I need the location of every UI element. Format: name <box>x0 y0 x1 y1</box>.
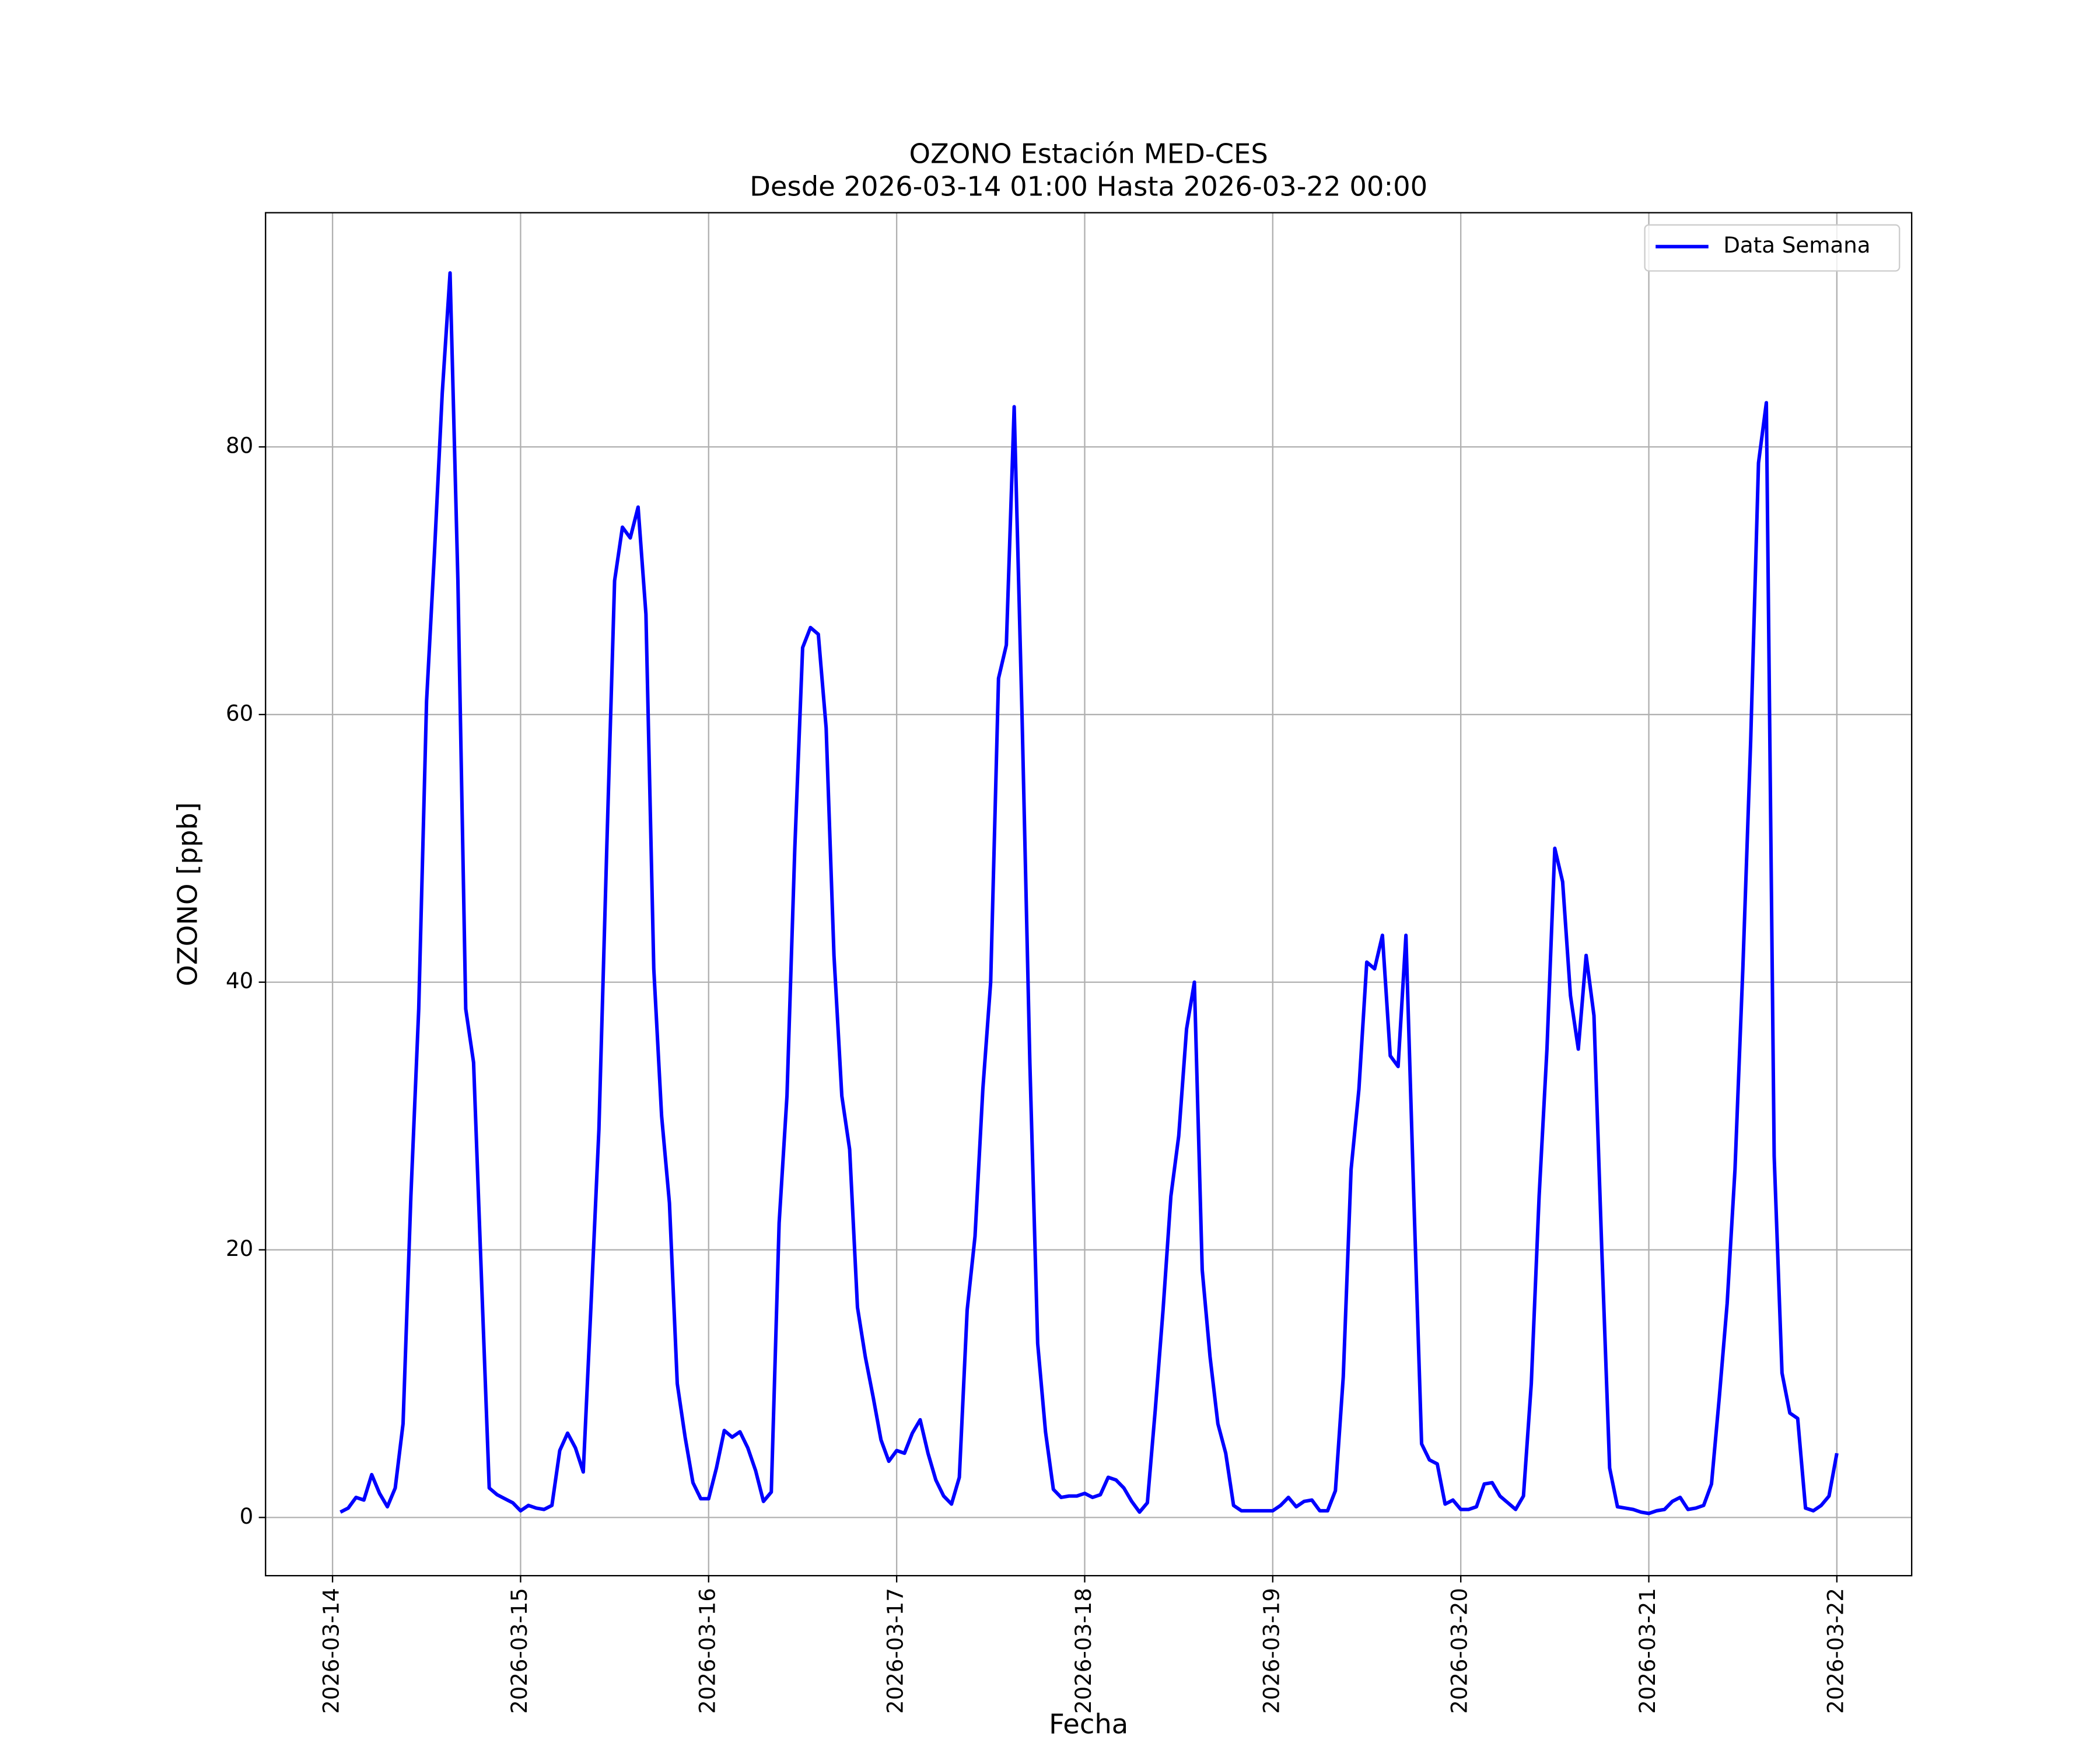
data-line <box>340 271 1839 1516</box>
chart-subtitle: Desde 2026-03-14 01:00 Hasta 2026-03-22 … <box>750 170 1427 202</box>
x-tick-label: 2026-03-20 <box>1447 1588 1472 1714</box>
legend-box <box>1644 224 1901 272</box>
y-tick-label: 60 <box>226 701 253 726</box>
x-tick-label: 2026-03-21 <box>1635 1588 1660 1714</box>
y-tick-label: 20 <box>226 1236 253 1261</box>
x-axis-label: Fecha <box>1049 1708 1128 1740</box>
x-tick-label: 2026-03-17 <box>883 1588 908 1714</box>
y-tick-label: 40 <box>226 968 253 993</box>
x-tick-label: 2026-03-16 <box>695 1588 720 1714</box>
x-tick-label: 2026-03-18 <box>1071 1588 1096 1714</box>
y-tick-label: 0 <box>240 1504 254 1529</box>
y-tick-label: 80 <box>226 433 253 459</box>
legend: Data Semana <box>1644 224 1901 272</box>
x-tick-label: 2026-03-15 <box>507 1588 532 1714</box>
x-tick-label: 2026-03-19 <box>1259 1588 1284 1714</box>
legend-label: Data Semana <box>1723 233 1870 258</box>
y-axis-label: OZONO [ppb] <box>172 802 204 986</box>
x-tick-label: 2026-03-14 <box>319 1588 344 1714</box>
x-tick-label: 2026-03-22 <box>1823 1588 1848 1714</box>
chart-title: OZONO Estación MED-CES <box>909 138 1268 170</box>
plot-frame <box>265 212 1913 1577</box>
